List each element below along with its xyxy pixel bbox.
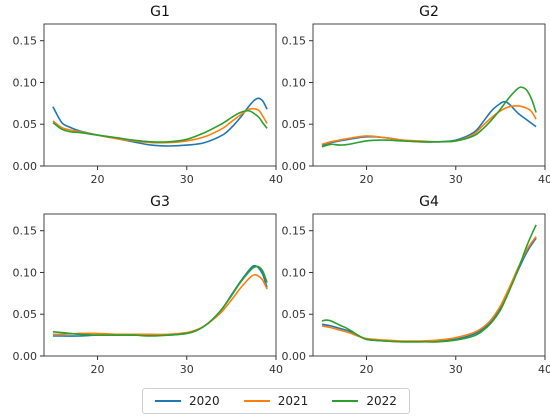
panel-title: G3 bbox=[150, 194, 170, 210]
series-line-2021 bbox=[321, 236, 537, 342]
y-tick-label: 0.15 bbox=[13, 225, 38, 238]
series-line-2022 bbox=[321, 224, 537, 343]
y-tick-label: 0.10 bbox=[282, 76, 307, 89]
plot-frame bbox=[43, 213, 277, 357]
plot-frame bbox=[312, 23, 546, 167]
legend-swatch-2022 bbox=[332, 400, 359, 402]
x-tick-label: 30 bbox=[180, 173, 194, 186]
x-tick-label: 20 bbox=[360, 173, 374, 186]
legend-item-2021: 2021 bbox=[243, 394, 309, 408]
panel-g1: G1 0.00 0.05 0.10 0.15 20 30 40 bbox=[13, 4, 284, 186]
panel-g3: G3 0.00 0.05 0.10 0.15 20 30 40 bbox=[13, 194, 284, 376]
series-line-2021 bbox=[52, 108, 268, 144]
panel-title: G4 bbox=[419, 194, 439, 210]
y-tick-label: 0.15 bbox=[282, 35, 307, 48]
y-tick-label: 0.15 bbox=[13, 35, 38, 48]
panel-title: G2 bbox=[419, 4, 439, 20]
x-tick-label: 20 bbox=[91, 363, 105, 376]
panel-g2: G2 0.00 0.05 0.10 0.15 20 30 40 bbox=[282, 4, 550, 186]
y-tick-label: 0.00 bbox=[282, 350, 307, 363]
x-tick-label: 40 bbox=[538, 363, 550, 376]
x-tick-label: 40 bbox=[269, 173, 283, 186]
plot-frame bbox=[43, 23, 277, 167]
series-line-2022 bbox=[52, 265, 268, 337]
series-line-2022 bbox=[52, 109, 268, 143]
x-tick-label: 30 bbox=[180, 363, 194, 376]
x-tick-label: 20 bbox=[91, 173, 105, 186]
figure: G1 0.00 0.05 0.10 0.15 20 30 40 G2 0.00 0.05 0.10 0.… bbox=[13, 4, 550, 376]
series-line-2021 bbox=[52, 274, 268, 336]
series-line-2020 bbox=[52, 264, 268, 337]
series-line-2020 bbox=[52, 97, 268, 147]
x-tick-label: 40 bbox=[538, 173, 550, 186]
series-line-2020 bbox=[321, 100, 537, 146]
y-tick-label: 0.05 bbox=[282, 118, 307, 131]
legend-label: 2022 bbox=[366, 394, 397, 408]
plot-frame bbox=[312, 213, 546, 357]
legend-label: 2020 bbox=[189, 394, 220, 408]
y-tick-label: 0.05 bbox=[13, 308, 38, 321]
panel-title: G1 bbox=[150, 4, 170, 20]
y-tick-label: 0.00 bbox=[13, 160, 38, 173]
x-tick-label: 30 bbox=[449, 173, 463, 186]
legend-item-2020: 2020 bbox=[155, 394, 220, 408]
y-tick-label: 0.10 bbox=[282, 266, 307, 279]
series-line-2022 bbox=[321, 86, 537, 148]
legend-swatch-2021 bbox=[243, 400, 270, 402]
legend-swatch-2020 bbox=[155, 400, 182, 402]
y-tick-label: 0.05 bbox=[282, 308, 307, 321]
series-line-2020 bbox=[321, 237, 537, 343]
x-tick-label: 40 bbox=[269, 363, 283, 376]
y-tick-label: 0.10 bbox=[13, 76, 38, 89]
panel-g4: G4 0.00 0.05 0.10 0.15 20 30 40 bbox=[282, 194, 550, 376]
y-tick-label: 0.00 bbox=[13, 350, 38, 363]
legend-label: 2021 bbox=[277, 394, 309, 408]
y-tick-label: 0.15 bbox=[282, 225, 307, 238]
x-tick-label: 20 bbox=[360, 363, 374, 376]
x-tick-label: 30 bbox=[449, 363, 463, 376]
legend-item-2022: 2022 bbox=[332, 394, 397, 408]
y-tick-label: 0.10 bbox=[13, 266, 38, 279]
y-tick-label: 0.05 bbox=[13, 118, 38, 131]
y-tick-label: 0.00 bbox=[282, 160, 307, 173]
legend: 2020 2021 2022 bbox=[142, 388, 410, 414]
